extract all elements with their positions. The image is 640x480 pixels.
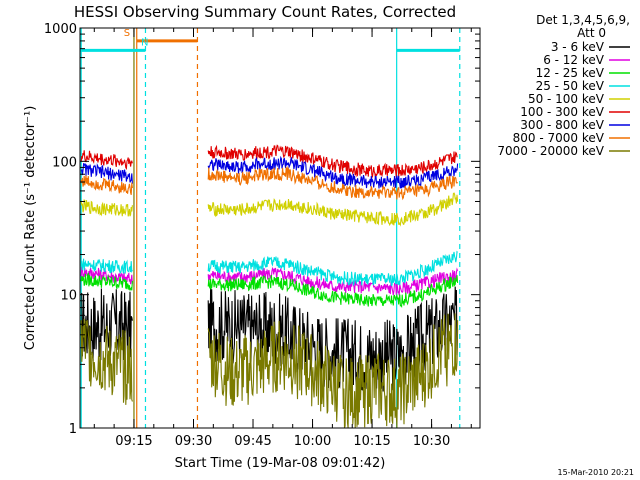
series-line — [80, 199, 133, 217]
plot-area: SN — [80, 28, 461, 429]
x-tick-label: 10:15 — [353, 434, 390, 449]
series-line — [207, 274, 459, 308]
series-line — [80, 175, 133, 195]
series-line — [207, 286, 459, 393]
series-line — [207, 313, 459, 429]
y-tick-label: 10 — [60, 289, 77, 304]
series-line — [80, 162, 133, 184]
series-line — [207, 250, 458, 287]
legend-label: 100 - 300 keV — [520, 105, 604, 119]
series-line — [207, 144, 458, 179]
x-tick-label: 09:30 — [175, 434, 212, 449]
legend-label: 12 - 25 keV — [536, 66, 605, 80]
y-tick-label: 100 — [52, 155, 77, 170]
series-line — [207, 192, 459, 227]
x-tick-label: 10:00 — [294, 434, 331, 449]
series-line — [207, 165, 459, 201]
x-tick-label: 09:45 — [234, 434, 271, 449]
legend-label: 800 - 7000 keV — [513, 131, 605, 145]
legend-label: 6 - 12 keV — [543, 53, 605, 67]
y-axis: 1 10 100 1000 — [44, 22, 480, 437]
x-tick-label: 10:30 — [413, 434, 450, 449]
legend-label: 7000 - 20000 keV — [497, 144, 604, 158]
legend-header-line-1: Det 1,3,4,5,6,9, — [536, 13, 630, 27]
x-axis-label: Start Time (19-Mar-08 09:01:42) — [175, 456, 386, 471]
flag-label: S — [124, 28, 130, 39]
legend-header-line-2: Att 0 — [577, 26, 606, 40]
footer-date: 15-Mar-2010 20:21 — [558, 468, 635, 477]
series-line — [207, 266, 459, 296]
chart-title: HESSI Observing Summary Count Rates, Cor… — [74, 3, 456, 21]
series-line — [80, 318, 133, 405]
series-line — [80, 150, 133, 170]
legend-label: 25 - 50 keV — [536, 79, 605, 93]
y-axis-label: Corrected Count Rate (s⁻¹ detector⁻¹) — [23, 106, 38, 351]
series-line — [80, 266, 133, 285]
series-line — [80, 258, 133, 274]
plot-frame — [79, 27, 481, 429]
flag-label: N — [141, 37, 148, 48]
legend-label: 3 - 6 keV — [551, 40, 605, 54]
x-tick-label: 09:15 — [115, 434, 152, 449]
x-axis: 09:15 09:30 09:45 10:00 10:15 10:30 — [93, 28, 472, 449]
series-line — [80, 272, 133, 291]
legend-label: 50 - 100 keV — [528, 92, 605, 106]
y-tick-label: 1 — [69, 422, 77, 437]
y-tick-label: 1000 — [44, 22, 77, 37]
legend-label: 300 - 800 keV — [520, 118, 604, 132]
series-line — [207, 155, 459, 189]
